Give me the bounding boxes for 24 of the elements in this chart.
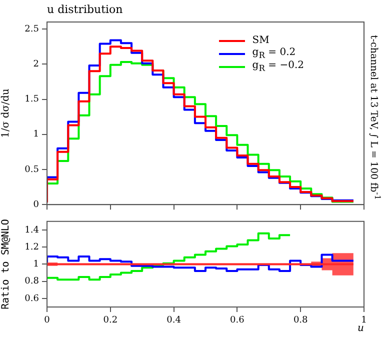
x-tick-label: 0.6 (230, 316, 245, 326)
y-tick-label: 1.5 (24, 94, 40, 105)
y-axis-title: 1/σ dσ/du (0, 88, 12, 138)
y-tick-label: 2 (33, 59, 39, 70)
legend-label: g$_{R}$ = −0.2 (252, 60, 304, 73)
legend-label: SM (252, 35, 270, 46)
x-axis-title: u (358, 323, 364, 334)
y-tick-label: 1.2 (24, 242, 39, 252)
x-tick-label: 0.8 (293, 316, 308, 326)
y-tick-label: 2.5 (24, 24, 40, 34)
legend-label: g$_{R}$ = 0.2 (252, 47, 296, 60)
x-tick-label: 1 (361, 316, 367, 326)
x-tick-label: 0 (44, 316, 50, 326)
y-tick-label: 0.8 (24, 276, 40, 287)
x-tick-label: 0.4 (166, 316, 182, 326)
y-tick-label: 1 (33, 130, 39, 140)
y-tick-label: 0.6 (24, 294, 40, 304)
y-axis-title: Ratio to SM@NLO (0, 219, 12, 310)
y-tick-label: 1.4 (24, 225, 40, 236)
y-tick-label: 0 (33, 200, 40, 210)
chart-title: u distribution (47, 3, 123, 16)
y-tick-label: 0.5 (24, 164, 40, 175)
y-tick-label: 1 (33, 260, 39, 270)
x-tick-label: 0.2 (103, 316, 118, 326)
